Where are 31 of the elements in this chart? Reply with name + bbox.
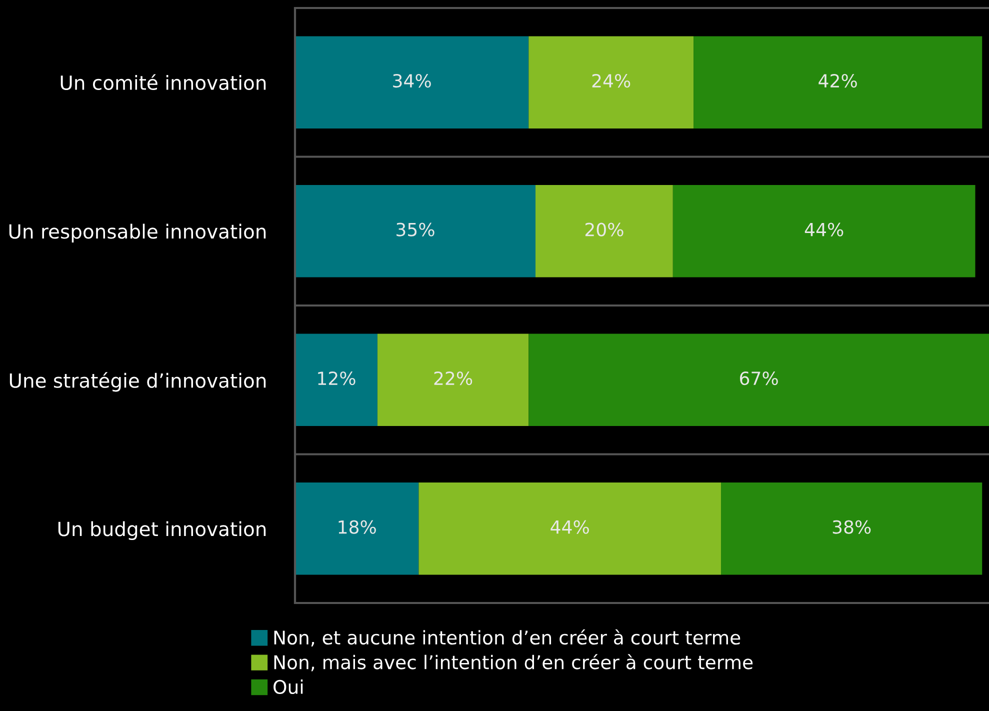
bar: [295, 185, 536, 278]
legend-label: Non, et aucune intention d’en créer à court terme: [274, 629, 740, 647]
data-label: 18%: [338, 520, 376, 534]
bar: [295, 482, 419, 575]
bar: [721, 482, 982, 575]
data-label: 44%: [550, 520, 589, 534]
data-label: 42%: [818, 74, 857, 88]
legend-label: Non, mais avec l’intention d’en créer à court terme: [274, 654, 753, 672]
bar: [528, 334, 989, 426]
data-label: 20%: [585, 222, 624, 236]
bar: [535, 185, 673, 278]
y-tick-label: Une stratégie d’innovation: [10, 372, 266, 392]
bar: [377, 334, 529, 426]
data-label: 12%: [318, 371, 356, 386]
bar: [694, 36, 982, 128]
data-label: 22%: [434, 371, 472, 386]
bar: [295, 334, 378, 426]
y-tick-label: Un comité innovation: [60, 74, 266, 90]
bar: [418, 482, 722, 575]
data-label: 67%: [740, 371, 778, 386]
data-label: 35%: [396, 222, 434, 236]
bar: [528, 36, 694, 128]
legend-label: Oui: [274, 680, 303, 694]
data-label: 44%: [804, 222, 844, 236]
y-tick-label: Un budget innovation: [58, 521, 266, 540]
data-label: 24%: [592, 74, 630, 88]
y-tick-label: Un responsable innovation: [9, 224, 266, 243]
bar: [672, 185, 976, 278]
data-label: 34%: [393, 74, 431, 88]
bar: [295, 36, 529, 128]
data-label: 38%: [832, 520, 871, 534]
